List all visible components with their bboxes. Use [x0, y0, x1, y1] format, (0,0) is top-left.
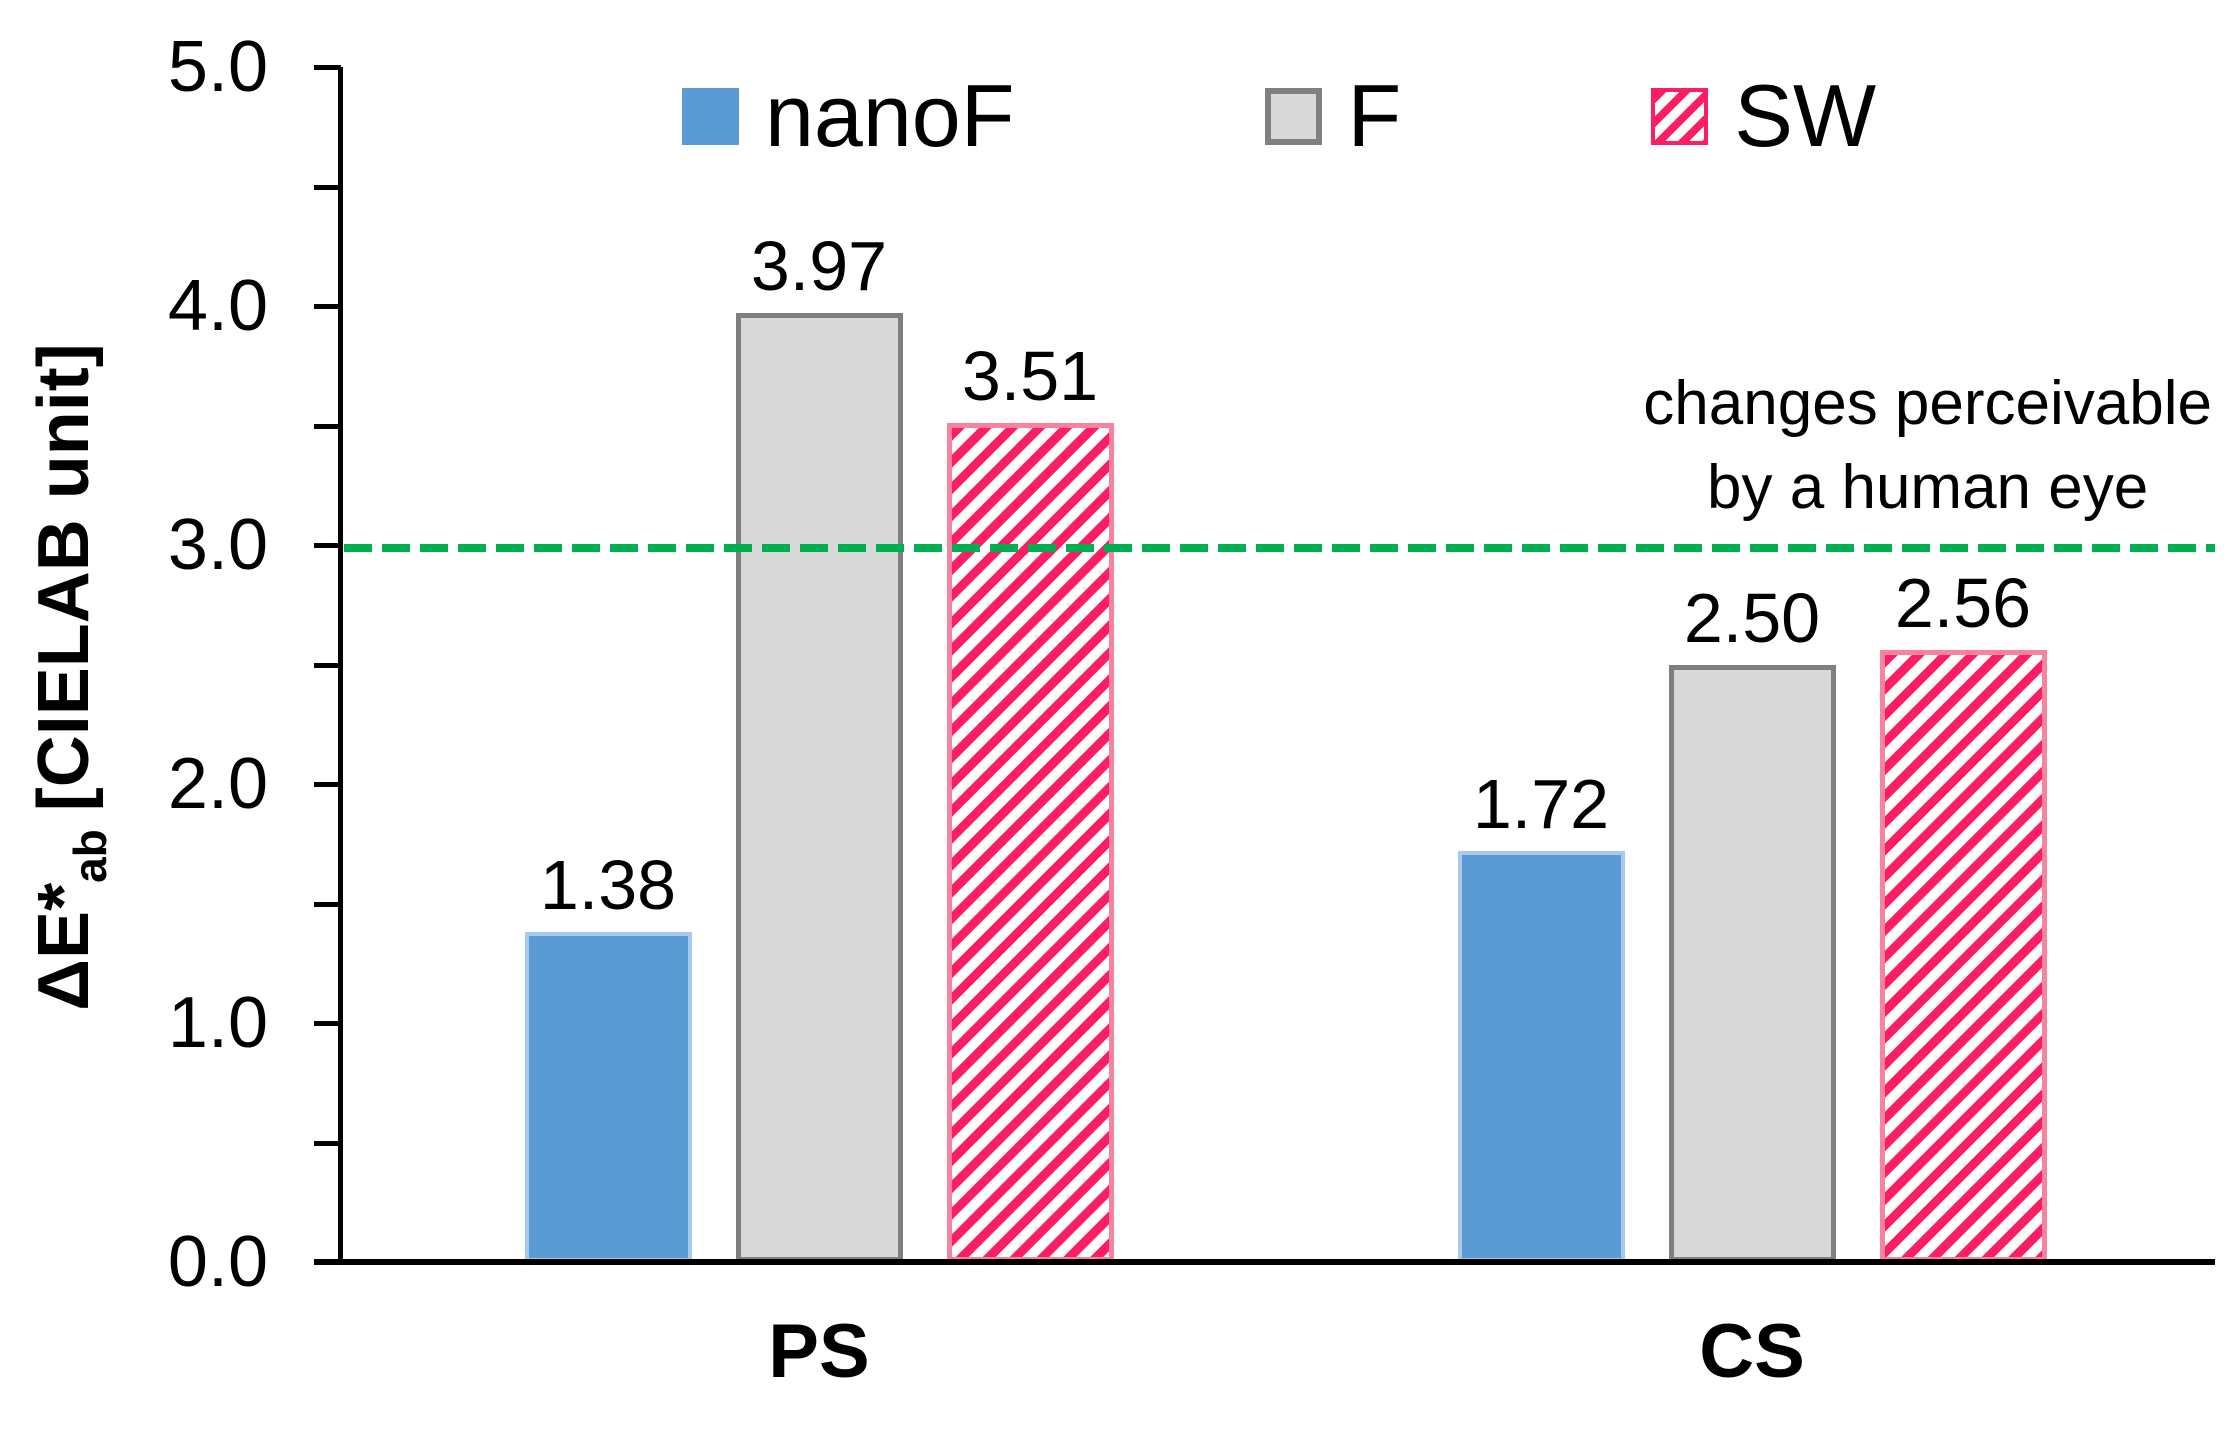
y-tick-label-5.0: 5.0	[167, 27, 268, 107]
legend-item-nanoF: nanoF	[681, 66, 1015, 165]
reference-line-annotation: changes perceivable by a human eye	[1643, 362, 2212, 530]
y-tick-label-1.0: 1.0	[167, 983, 268, 1063]
bar-CS-F	[1668, 664, 1836, 1262]
category-label-CS: CS	[1699, 1309, 1805, 1394]
y-tick-label-3.0: 3.0	[167, 505, 268, 585]
y-tick-label-0.0: 0.0	[167, 1222, 268, 1302]
y-tick-3.0	[314, 543, 341, 548]
y-tick-5.0	[314, 65, 341, 70]
reference-dashed-line	[344, 544, 2215, 552]
x-axis-line	[314, 1259, 2215, 1265]
y-tick-label-2.0: 2.0	[167, 744, 268, 824]
legend-item-F: F	[1264, 66, 1402, 165]
legend-swatch-SW	[1651, 87, 1709, 145]
category-label-PS: PS	[768, 1309, 870, 1394]
bar-CS-nanoF	[1457, 850, 1625, 1262]
y-axis-title-subscript: ab	[64, 829, 116, 883]
bar-CS-SW	[1879, 650, 2047, 1262]
annotation-line-1: changes perceivable	[1643, 369, 2212, 438]
annotation-line-2: by a human eye	[1707, 453, 2149, 522]
y-tick-4.0	[314, 304, 341, 309]
y-tick-2.0	[314, 782, 341, 787]
bar-PS-F	[735, 313, 903, 1262]
legend-swatch-nanoF	[681, 87, 739, 145]
legend-label-nanoF: nanoF	[764, 66, 1015, 165]
legend: nanoF F SW	[343, 72, 2215, 160]
y-tick-1.0	[314, 1021, 341, 1026]
legend-swatch-F	[1264, 87, 1322, 145]
legend-item-SW: SW	[1651, 72, 1876, 160]
legend-label-F: F	[1347, 66, 1402, 165]
y-tick-0.0	[314, 1260, 341, 1265]
value-label-CS-F: 2.50	[1683, 578, 1821, 657]
y-tick-0.5	[314, 1140, 341, 1146]
bar-PS-SW	[946, 423, 1114, 1262]
value-label-PS-F: 3.97	[750, 227, 888, 306]
y-tick-1.5	[314, 901, 341, 907]
y-tick-2.5	[314, 662, 341, 668]
y-tick-3.5	[314, 423, 341, 429]
y-tick-label-4.0: 4.0	[167, 266, 268, 346]
value-label-CS-SW: 2.56	[1894, 564, 2032, 643]
bar-PS-nanoF	[524, 932, 692, 1262]
y-tick-4.5	[314, 184, 341, 190]
value-label-PS-nanoF: 1.38	[539, 846, 677, 925]
value-label-PS-SW: 3.51	[961, 337, 1099, 416]
y-axis-title: ΔE*ab[CIELAB unit]	[23, 27, 117, 1327]
legend-label-SW: SW	[1734, 66, 1877, 165]
value-label-CS-nanoF: 1.72	[1472, 764, 1610, 843]
